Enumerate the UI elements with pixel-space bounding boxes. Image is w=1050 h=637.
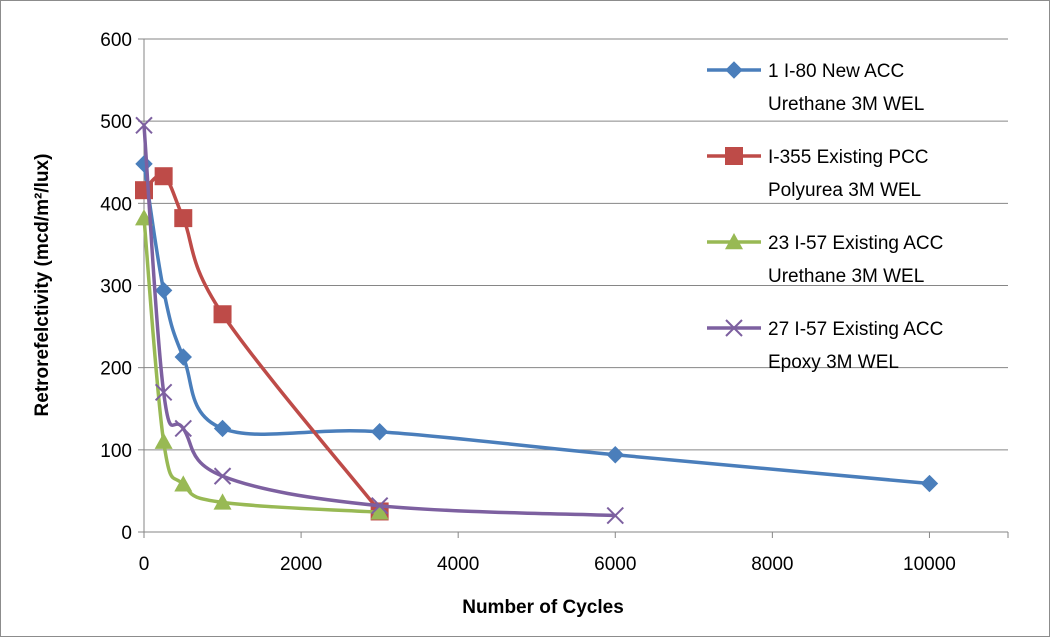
y-tick-label: 400 [100,194,132,215]
data-point [135,155,153,173]
legend-entry-3: 23 I-57 Existing ACC Urethane 3M WEL [707,233,943,287]
x-tick-label: 4000 [437,554,479,575]
x-tick-label: 8000 [751,554,793,575]
series-1 [135,155,939,493]
data-point [154,167,173,186]
y-axis-title: Retrorefelctivity (mcd/m²/lux) [32,154,53,417]
legend-label: 27 I-57 Existing ACC [768,319,943,340]
data-point [606,446,624,464]
data-point [213,305,232,324]
legend-marker [725,147,743,165]
legend-marker [725,319,743,337]
series-2 [135,167,389,521]
marker-stroke [213,467,232,485]
y-tick-label: 500 [100,112,132,133]
y-tick-label: 200 [100,359,132,380]
marker-stroke [725,319,743,337]
y-tick-label: 600 [100,30,132,51]
data-point [213,493,232,510]
data-point [154,383,173,402]
legend-label: Urethane 3M WEL [768,266,924,287]
data-point [154,281,173,300]
data-point [174,419,192,438]
series-3 [135,209,389,520]
y-tick-label: 100 [100,441,132,462]
x-tick-label: 2000 [280,554,322,575]
legend-entry-4: 27 I-57 Existing ACC Epoxy 3M WEL [707,319,943,373]
data-point [174,209,193,228]
data-point [213,467,232,485]
series-lines [135,116,939,525]
marker-stroke [135,116,153,134]
x-tick-label: 0 [139,554,150,575]
legend-label: 23 I-57 Existing ACC [768,233,943,254]
marker-stroke [154,383,173,402]
data-point [135,116,153,134]
legend-marker [725,61,743,79]
legend-label: I-355 Existing PCC [768,147,929,168]
gridlines [144,38,1008,451]
series-4 [135,116,624,525]
marker-stroke [174,419,192,438]
x-tick-label: 10000 [903,554,956,575]
x-tick-label: 6000 [594,554,636,575]
data-point [370,503,389,520]
y-tick-label: 300 [100,277,132,298]
legend-label: Epoxy 3M WEL [768,352,899,373]
data-point [213,419,232,438]
legend-entry-2: I-355 Existing PCC Polyurea 3M WEL [707,147,929,201]
data-point [370,423,389,441]
legend-label: 1 I-80 New ACC [768,61,904,82]
legend: 1 I-80 New ACC Urethane 3M WEL I-355 Exist… [707,61,943,373]
data-point [154,432,173,449]
data-point [174,475,193,492]
data-point [370,496,389,515]
data-point [920,474,939,493]
data-point [174,348,192,366]
x-axis-title: Number of Cycles [462,597,624,618]
legend-label: Urethane 3M WEL [768,94,924,115]
legend-marker [725,233,743,250]
series-line [142,125,616,518]
marker-stroke [370,496,389,515]
legend-entry-1: 1 I-80 New ACC Urethane 3M WEL [707,61,924,115]
legend-label: Polyurea 3M WEL [768,180,921,201]
y-tick-label: 0 [121,523,132,544]
data-point [606,506,624,525]
marker-stroke [606,506,624,525]
